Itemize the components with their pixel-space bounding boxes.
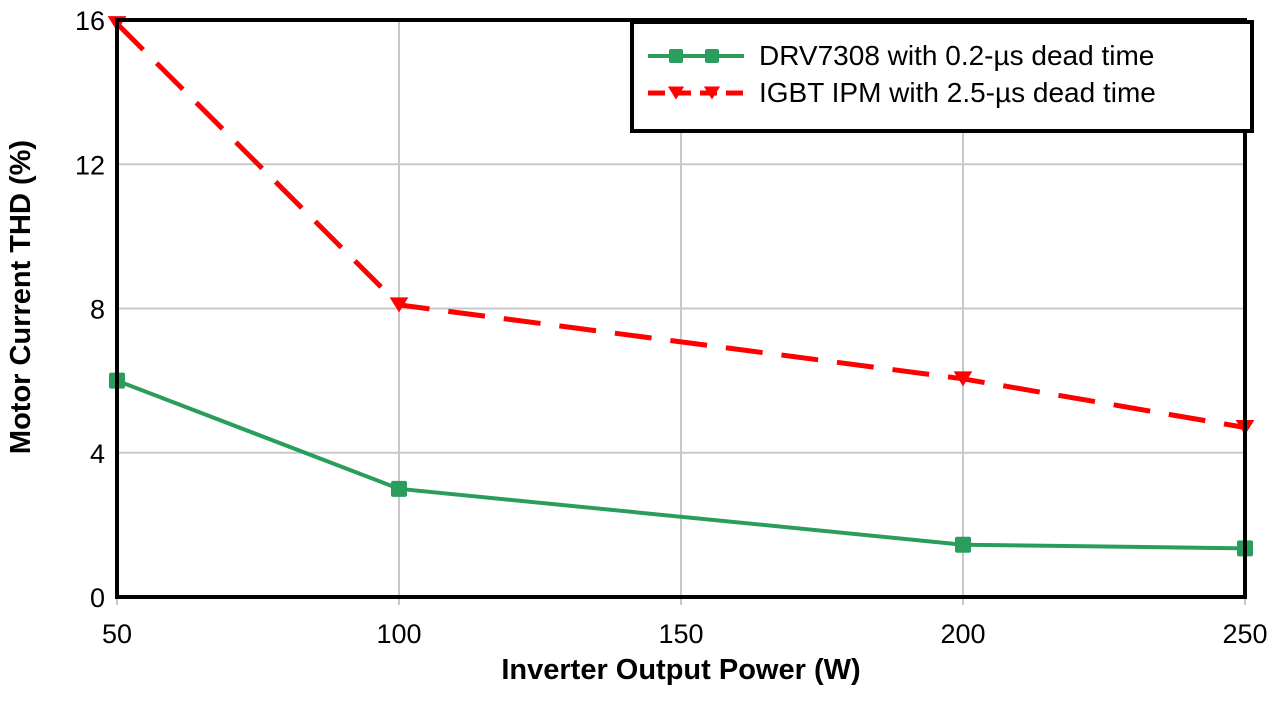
legend-marker bbox=[667, 86, 685, 99]
legend-marker bbox=[705, 48, 719, 63]
x-axis-title: Inverter Output Power (W) bbox=[501, 654, 860, 686]
series-line bbox=[115, 21, 1246, 430]
x-tick-label: 100 bbox=[376, 619, 421, 649]
series-lines bbox=[107, 16, 1255, 557]
data-point-marker bbox=[389, 297, 409, 313]
legend-marker bbox=[669, 48, 683, 63]
y-tick-label: 0 bbox=[90, 583, 105, 613]
legend-entry-drv7308: DRV7308 with 0.2-µs dead time bbox=[646, 37, 1250, 74]
y-tick-label: 16 bbox=[75, 6, 105, 36]
y-tick-label: 12 bbox=[75, 150, 105, 180]
legend-swatch-red-dashed-line-icon bbox=[648, 86, 744, 99]
legend-entry-igbt-ipm: IGBT IPM with 2.5-µs dead time bbox=[646, 74, 1250, 111]
legend-box: DRV7308 with 0.2-µs dead time IGBT IPM w… bbox=[630, 20, 1254, 133]
data-point-marker bbox=[391, 480, 407, 497]
legend-label: IGBT IPM with 2.5-µs dead time bbox=[759, 76, 1156, 108]
y-tick-label: 8 bbox=[90, 295, 105, 325]
data-point-marker bbox=[953, 371, 973, 387]
data-point-marker bbox=[955, 536, 971, 553]
series-line bbox=[116, 378, 1246, 551]
x-tick-label: 250 bbox=[1222, 619, 1267, 649]
legend-marker bbox=[703, 86, 721, 99]
y-axis-title: Motor Current THD (%) bbox=[5, 140, 37, 454]
legend-swatch-green-line-icon bbox=[648, 48, 744, 63]
tick-labels: 50 100 150 200 250 0 4 8 12 16 bbox=[75, 6, 1268, 649]
x-tick-label: 50 bbox=[102, 619, 132, 649]
y-tick-label: 4 bbox=[90, 439, 105, 469]
legend-label: DRV7308 with 0.2-µs dead time bbox=[759, 39, 1155, 71]
x-tick-label: 200 bbox=[940, 619, 985, 649]
x-tick-label: 150 bbox=[658, 619, 703, 649]
